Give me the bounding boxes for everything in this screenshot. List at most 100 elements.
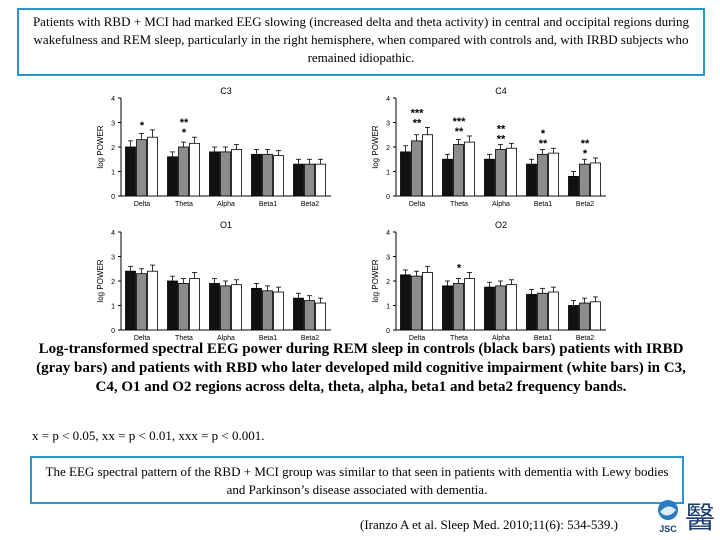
logo-glyph: 醫: [685, 502, 715, 535]
bar-control: [400, 274, 411, 331]
y-tick-label: 3: [111, 121, 115, 128]
bar-irbd: [220, 285, 231, 331]
bar-control: [125, 270, 136, 331]
bar-rbd-mci: [231, 284, 242, 331]
x-tick-label: Theta: [175, 201, 193, 208]
significance-mark: *: [541, 128, 546, 140]
chart-panel-o1: O1 0 1 2 3 4 log POWER Delta Theta Alpha Beta1 Beta…: [95, 220, 340, 350]
summary-text: Patients with RBD + MCI had marked EEG s…: [32, 14, 690, 65]
bar-control: [568, 305, 579, 331]
bar-control: [209, 151, 220, 197]
bar-rbd-mci: [231, 149, 242, 197]
y-tick-label: 1: [111, 170, 115, 177]
significance-mark: *: [583, 148, 588, 160]
bar-irbd: [537, 153, 548, 197]
bar-irbd: [304, 163, 315, 197]
y-tick-label: 4: [386, 96, 390, 103]
bar-irbd: [262, 290, 273, 331]
significance-mark: **: [581, 138, 590, 150]
significance-mark: ***: [453, 116, 467, 128]
x-tick-label: Beta1: [259, 201, 277, 208]
bar-rbd-mci: [548, 152, 559, 197]
bar-control: [442, 285, 453, 331]
figure-caption: Log-transformed spectral EEG power durin…: [36, 341, 686, 395]
y-tick-label: 1: [386, 304, 390, 311]
y-axis-label: log POWER: [371, 125, 380, 168]
bar-rbd-mci: [590, 162, 601, 197]
bar-irbd: [579, 163, 590, 197]
bar-control: [167, 280, 178, 331]
chart-panel-c4: C4 0 1 2 3 4 log POWER Delta *** ** Theta *** ** Alph…: [370, 86, 615, 216]
bar-control: [209, 283, 220, 331]
logo-text: JSC: [659, 524, 677, 534]
bar-irbd: [136, 139, 147, 197]
conclusion-box: The EEG spectral pattern of the RBD + MC…: [30, 456, 684, 504]
bar-control: [125, 146, 136, 197]
y-tick-label: 0: [386, 194, 390, 201]
y-tick-label: 0: [111, 194, 115, 201]
bar-rbd-mci: [422, 272, 433, 331]
significance-mark: **: [497, 123, 506, 135]
bar-irbd: [178, 146, 189, 197]
bar-control: [293, 297, 304, 331]
bar-rbd-mci: [273, 155, 284, 197]
bar-rbd-mci: [422, 134, 433, 197]
bar-rbd-mci: [147, 270, 158, 331]
y-tick-label: 1: [386, 170, 390, 177]
y-axis-label: log POWER: [96, 125, 105, 168]
y-tick-label: 3: [386, 255, 390, 262]
y-tick-label: 1: [111, 304, 115, 311]
x-tick-label: Alpha: [492, 201, 510, 208]
conclusion-text: The EEG spectral pattern of the RBD + MC…: [45, 464, 669, 497]
bar-rbd-mci: [147, 136, 158, 197]
x-tick-label: Beta2: [576, 201, 594, 208]
bar-control: [167, 156, 178, 197]
bar-rbd-mci: [506, 147, 517, 197]
bar-rbd-mci: [506, 284, 517, 331]
bar-irbd: [262, 153, 273, 197]
chart-panel-c3: C3 0 1 2 3 4 log POWER Delta * Theta ** * Alpha Beta1…: [95, 86, 340, 216]
significance-mark: **: [539, 138, 548, 150]
bar-irbd: [411, 140, 422, 197]
x-tick-label: Beta2: [576, 335, 594, 342]
x-tick-label: Beta2: [301, 335, 319, 342]
y-tick-label: 2: [111, 279, 115, 286]
x-tick-label: Delta: [409, 201, 425, 208]
bar-rbd-mci: [590, 301, 601, 331]
bar-rbd-mci: [464, 278, 475, 331]
x-tick-label: Delta: [134, 335, 150, 342]
chart-svg: O2 0 1 2 3 4 log POWER Delta Theta * Alpha Beta1 Bet…: [371, 220, 606, 342]
bar-control: [251, 287, 262, 331]
chart-svg: O1 0 1 2 3 4 log POWER Delta Theta Alpha Beta1 Beta…: [96, 220, 331, 342]
bar-rbd-mci: [273, 291, 284, 331]
bar-irbd: [453, 144, 464, 197]
x-tick-label: Beta1: [534, 335, 552, 342]
chart-title: O2: [495, 220, 507, 230]
bar-irbd: [304, 300, 315, 331]
chart-title: O1: [220, 220, 232, 230]
significance-mark: *: [457, 262, 462, 274]
y-tick-label: 2: [386, 145, 390, 152]
bar-control: [568, 176, 579, 197]
y-tick-label: 0: [111, 328, 115, 335]
bar-control: [251, 153, 262, 197]
x-tick-label: Beta2: [301, 201, 319, 208]
bar-control: [293, 163, 304, 197]
bar-irbd: [411, 275, 422, 331]
chart-panel-o2: O2 0 1 2 3 4 log POWER Delta Theta * Alpha Beta1 Bet…: [370, 220, 615, 350]
x-tick-label: Alpha: [217, 201, 235, 208]
bar-control: [400, 151, 411, 197]
x-tick-label: Alpha: [492, 335, 510, 342]
x-tick-label: Theta: [450, 201, 468, 208]
x-tick-label: Alpha: [217, 335, 235, 342]
bar-rbd-mci: [189, 278, 200, 331]
bar-irbd: [537, 292, 548, 331]
bar-rbd-mci: [189, 142, 200, 197]
y-tick-label: 4: [386, 230, 390, 237]
bar-rbd-mci: [315, 163, 326, 197]
bar-control: [484, 158, 495, 197]
y-tick-label: 4: [111, 96, 115, 103]
y-axis-label: log POWER: [371, 259, 380, 302]
bar-control: [526, 163, 537, 197]
